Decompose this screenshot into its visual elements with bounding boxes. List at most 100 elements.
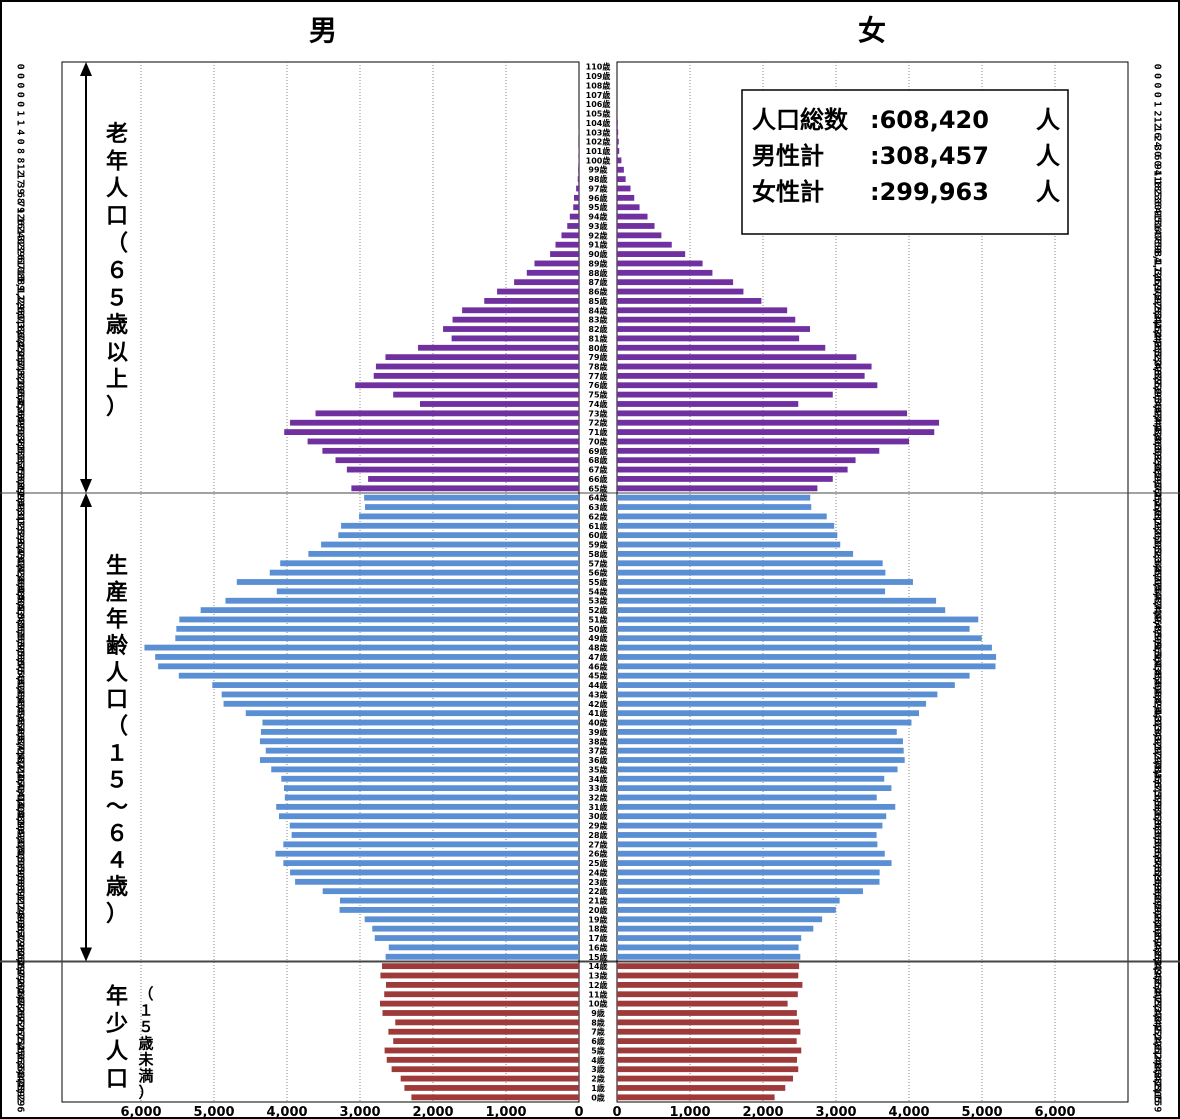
- female-value-label: 2,512: [1152, 1017, 1163, 1047]
- elderly-label-char: 歳: [106, 313, 128, 338]
- male-bar: [385, 981, 579, 988]
- female-value-label: 3,596: [1152, 867, 1163, 897]
- age-label: 19歳: [588, 914, 607, 924]
- female-value-label: 2,975: [1152, 511, 1163, 541]
- male-bar: [221, 691, 580, 698]
- male-bar: [265, 747, 579, 754]
- female-value-label: 2,411: [1152, 1064, 1163, 1094]
- male-value-label: 5,953: [15, 633, 26, 663]
- age-label: 17歳: [588, 933, 607, 943]
- female-value-label: 3,672: [1152, 576, 1163, 606]
- female-value-label: 2,488: [1152, 932, 1163, 962]
- male-bar: [284, 785, 579, 792]
- male-value-label: 2,392: [15, 1073, 26, 1103]
- age-label: 14歳: [588, 961, 607, 971]
- male-bar: [315, 410, 579, 417]
- female-value-label: 3,268: [1152, 445, 1163, 475]
- female-value-label: 2,483: [1152, 960, 1163, 990]
- female-value-label: 2,466: [1152, 1045, 1163, 1075]
- elderly-label-char: 老: [105, 122, 128, 147]
- age-label: 39歳: [588, 727, 607, 737]
- working-label-char: 齢: [106, 633, 129, 659]
- female-bar: [617, 1066, 799, 1073]
- age-label: 92歳: [588, 230, 607, 240]
- x-tick-label: 1,000: [669, 1105, 710, 1119]
- age-label: 50歳: [588, 624, 607, 634]
- female-value-label: 3,487: [1152, 351, 1163, 381]
- female-value-label: 2,461: [1152, 1026, 1163, 1056]
- age-label: 91歳: [588, 240, 607, 250]
- male-bar: [290, 419, 579, 426]
- male-bar: [281, 775, 579, 782]
- male-value-label: 4,336: [15, 707, 26, 737]
- female-bar: [617, 288, 744, 295]
- female-bar: [617, 513, 827, 520]
- male-value-label: 4,050: [15, 848, 26, 878]
- female-value-label: 2,483: [1152, 389, 1163, 419]
- age-label: 73歳: [588, 408, 607, 418]
- female-value-label: 934: [1152, 245, 1163, 263]
- male-value-label: 610: [15, 254, 26, 272]
- female-bar: [617, 981, 803, 988]
- age-label: 94歳: [588, 212, 607, 222]
- male-bar: [400, 1075, 579, 1082]
- male-bar: [339, 897, 579, 904]
- male-bar: [561, 232, 579, 239]
- female-bar: [617, 644, 992, 651]
- x-tick-label: 0: [612, 1105, 621, 1119]
- male-bar: [176, 625, 579, 632]
- male-bar: [368, 476, 579, 482]
- male-value-label: 2,545: [15, 380, 26, 410]
- female-bar: [617, 307, 788, 314]
- male-bar: [262, 719, 579, 726]
- elderly-label-char: 上: [106, 368, 128, 393]
- female-value-label: 3,279: [1152, 342, 1163, 372]
- age-label: 34歳: [588, 774, 607, 784]
- male-value-label: 0: [15, 139, 26, 145]
- working-label-char: ４: [106, 848, 128, 873]
- male-value-label: 1,745: [15, 323, 26, 353]
- age-label: 8歳: [591, 1017, 605, 1027]
- working-label-char: 年: [106, 606, 128, 632]
- working-label-char: ６: [106, 822, 128, 847]
- age-label: 106歳: [586, 99, 611, 109]
- age-label: 60歳: [588, 530, 607, 540]
- female-value-label: 750: [1152, 236, 1163, 254]
- male-value-label: 8: [15, 157, 26, 163]
- female-bar: [617, 401, 799, 407]
- male-value-label: 1,732: [15, 305, 26, 335]
- male-value-label: 2,931: [15, 492, 26, 522]
- female-value-label: 2,511: [1152, 942, 1163, 972]
- male-bar: [322, 447, 579, 454]
- male-value-label: 2,798: [15, 923, 26, 953]
- male-value-label: 2,726: [15, 989, 26, 1019]
- female-bar: [617, 419, 940, 426]
- female-bar: [617, 850, 885, 857]
- female-value-label: 3,369: [1152, 876, 1163, 906]
- age-label: 103歳: [586, 127, 611, 137]
- female-value-label: 2,524: [1152, 1035, 1163, 1065]
- female-value-label: 185: [1152, 179, 1163, 197]
- male-bar: [341, 522, 579, 529]
- male-value-label: 2,668: [15, 979, 26, 1009]
- age-label: 71歳: [588, 427, 607, 437]
- male-value-label: 5,806: [15, 642, 26, 672]
- male-bar: [178, 672, 579, 679]
- female-value-label: 3,567: [1152, 829, 1163, 859]
- age-label: 68歳: [588, 455, 607, 465]
- female-value-label: 2,159: [1152, 1082, 1163, 1112]
- age-label: 11歳: [588, 989, 607, 999]
- x-tick-label: 6,000: [120, 1105, 161, 1119]
- x-tick-label: 4,000: [888, 1105, 929, 1119]
- male-value-label: 2,178: [15, 389, 26, 419]
- male-value-label: 8: [15, 148, 26, 154]
- male-value-label: 2,832: [15, 914, 26, 944]
- male-value-label: 4,038: [15, 417, 26, 447]
- female-bar: [617, 682, 955, 688]
- male-bar: [443, 326, 579, 332]
- female-value-label: 2,337: [1152, 989, 1163, 1019]
- male-bar: [321, 541, 579, 548]
- female-bar: [617, 541, 841, 548]
- female-value-label: 2,998: [1152, 895, 1163, 925]
